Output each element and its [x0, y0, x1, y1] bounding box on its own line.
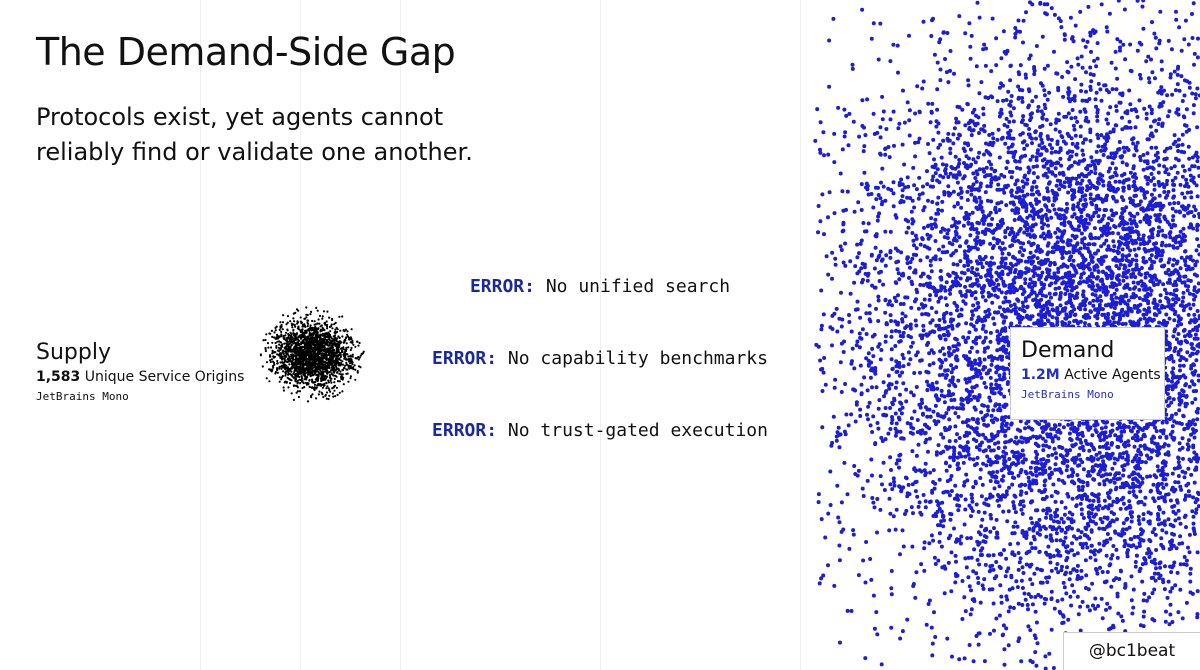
demand-count-line: 1.2M Active Agents — [1021, 367, 1161, 383]
error-tag: ERROR: — [432, 348, 498, 369]
demand-font-note: JetBrains Mono — [1021, 388, 1114, 401]
supply-title: Supply — [36, 340, 111, 365]
supply-font-note: JetBrains Mono — [36, 390, 129, 403]
title: The Demand-Side Gap — [36, 30, 456, 74]
error-row: ERROR: No trust-gated execution — [400, 420, 800, 456]
demand-count-label: Active Agents — [1064, 367, 1161, 383]
demand-count: 1.2M — [1021, 367, 1060, 383]
error-text: No unified search — [545, 276, 731, 297]
supply-cluster — [259, 306, 365, 403]
subtitle-line: reliably find or validate one another. — [36, 138, 473, 166]
supply-label: Supply 1,583 Unique Service Origins JetB… — [36, 340, 244, 403]
error-list: ERROR: No unified search ERROR: No capab… — [400, 276, 800, 492]
error-tag: ERROR: — [432, 420, 498, 441]
error-row: ERROR: No unified search — [400, 276, 800, 312]
error-row: ERROR: No capability benchmarks — [400, 348, 800, 384]
handle: @bc1beat — [1063, 632, 1200, 670]
supply-count-line: 1,583 Unique Service Origins — [36, 369, 244, 385]
supply-count-label: Unique Service Origins — [84, 369, 245, 385]
error-tag: ERROR: — [469, 276, 535, 297]
subtitle-line: Protocols exist, yet agents cannot — [36, 103, 444, 131]
demand-label: Demand 1.2M Active Agents JetBrains Mono — [1010, 327, 1165, 420]
error-text: No trust-gated execution — [507, 420, 768, 441]
supply-count: 1,583 — [36, 369, 81, 385]
error-text: No capability benchmarks — [507, 348, 768, 369]
demand-title: Demand — [1021, 338, 1115, 363]
column-lines — [200, 0, 801, 670]
subtitle: Protocols exist, yet agents cannot relia… — [36, 100, 473, 170]
